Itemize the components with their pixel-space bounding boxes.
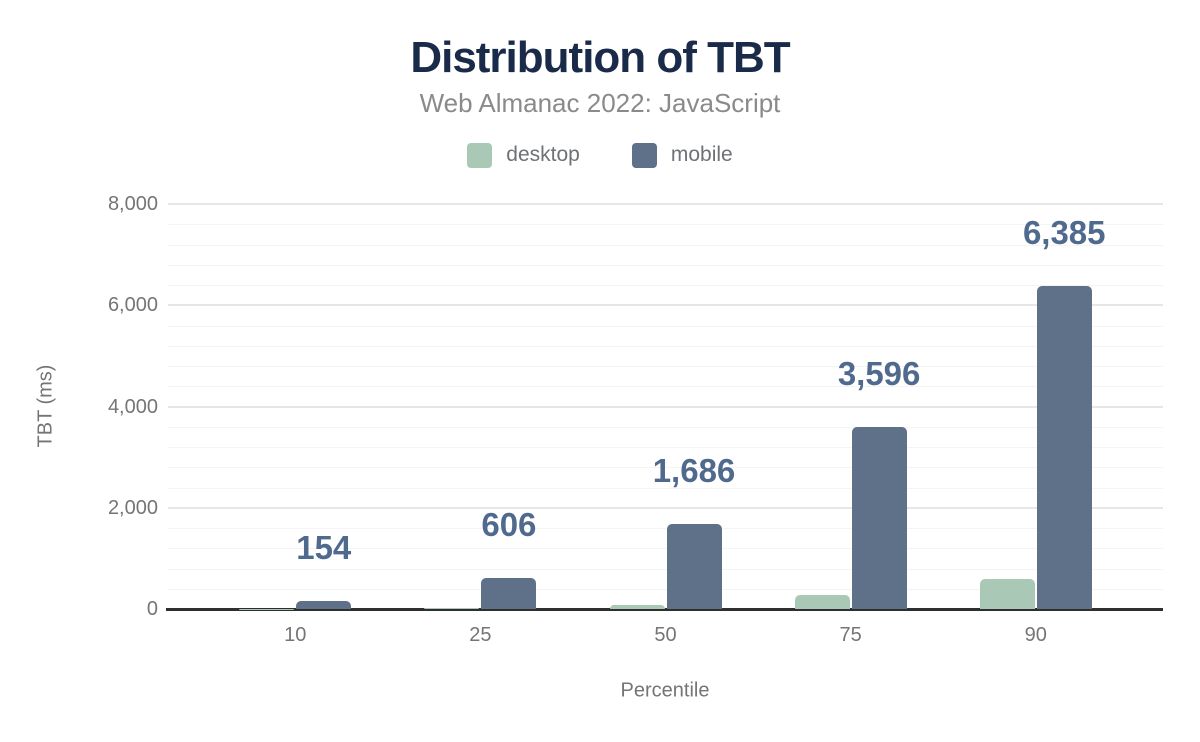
bar-mobile-p75[interactable] xyxy=(851,426,907,609)
x-axis-title: Percentile xyxy=(620,679,710,702)
minor-gridline xyxy=(168,568,1163,570)
minor-gridline xyxy=(168,467,1163,469)
minor-gridline xyxy=(168,548,1163,550)
legend-item-mobile[interactable]: mobile xyxy=(631,142,733,168)
chart-subtitle: Web Almanac 2022: JavaScript xyxy=(419,88,781,118)
minor-gridline xyxy=(168,224,1163,226)
y-tick-label: 2,000 xyxy=(107,496,158,519)
bar-desktop-p75[interactable] xyxy=(794,594,850,609)
major-gridline xyxy=(168,304,1163,307)
minor-gridline xyxy=(168,244,1163,246)
legend-label: mobile xyxy=(670,143,733,166)
x-tick-label: 25 xyxy=(469,624,492,646)
bar-value-label: 3,596 xyxy=(837,354,921,392)
x-axis-line xyxy=(166,608,1163,611)
legend-label: desktop xyxy=(506,143,580,166)
legend-item-desktop[interactable]: desktop xyxy=(467,142,580,168)
minor-gridline xyxy=(168,447,1163,448)
y-tick-label: 6,000 xyxy=(107,294,158,317)
bar-desktop-p25[interactable] xyxy=(424,608,480,609)
bar-value-label: 1,686 xyxy=(652,451,736,489)
major-gridline xyxy=(168,203,1163,205)
minor-gridline xyxy=(168,345,1163,347)
minor-gridline xyxy=(168,264,1163,266)
bar-mobile-p25[interactable] xyxy=(481,578,537,609)
bar-value-label: 6,385 xyxy=(1022,213,1106,251)
bar-mobile-p10[interactable] xyxy=(296,601,352,609)
bar-mobile-p90[interactable] xyxy=(1036,285,1092,609)
minor-gridline xyxy=(168,386,1163,388)
bar-mobile-p50[interactable] xyxy=(666,523,722,609)
y-axis-title: TBT (ms) xyxy=(34,364,57,448)
bar-desktop-p90[interactable] xyxy=(979,579,1035,609)
x-tick-label: 75 xyxy=(839,624,862,646)
x-tick-label: 50 xyxy=(654,624,677,646)
bar-value-label: 154 xyxy=(296,529,352,567)
bar-value-label: 606 xyxy=(481,506,537,544)
x-tick-label: 90 xyxy=(1024,624,1047,646)
minor-gridline xyxy=(168,366,1163,367)
y-tick-label: 0 xyxy=(146,598,158,620)
chart-title: Distribution of TBT xyxy=(410,33,790,82)
major-gridline xyxy=(168,506,1163,509)
major-gridline xyxy=(168,405,1163,408)
minor-gridline xyxy=(168,325,1163,327)
minor-gridline xyxy=(168,588,1163,590)
x-tick-label: 10 xyxy=(284,624,307,646)
legend-swatch-desktop xyxy=(467,142,493,168)
minor-gridline xyxy=(168,426,1163,428)
y-tick-label: 8,000 xyxy=(107,193,158,215)
legend-swatch-mobile xyxy=(631,142,657,168)
y-tick-label: 4,000 xyxy=(107,395,158,418)
bar-desktop-p50[interactable] xyxy=(609,605,665,609)
minor-gridline xyxy=(168,487,1163,489)
minor-gridline xyxy=(168,285,1163,286)
minor-gridline xyxy=(168,528,1163,529)
legend: desktop mobile xyxy=(0,141,1200,169)
